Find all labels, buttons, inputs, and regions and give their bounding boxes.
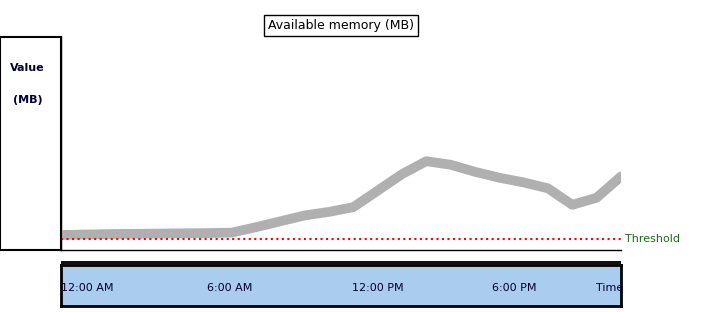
Text: (MB): (MB) [13,95,43,105]
Text: 12:00 AM: 12:00 AM [61,282,114,293]
Title: Available memory (MB): Available memory (MB) [268,19,414,32]
Text: Time: Time [596,282,623,293]
Text: 12:00 PM: 12:00 PM [352,282,404,293]
Text: 6:00 AM: 6:00 AM [207,282,252,293]
Text: 6:00 PM: 6:00 PM [492,282,536,293]
Text: Value: Value [10,63,45,73]
Text: Threshold: Threshold [625,234,679,244]
